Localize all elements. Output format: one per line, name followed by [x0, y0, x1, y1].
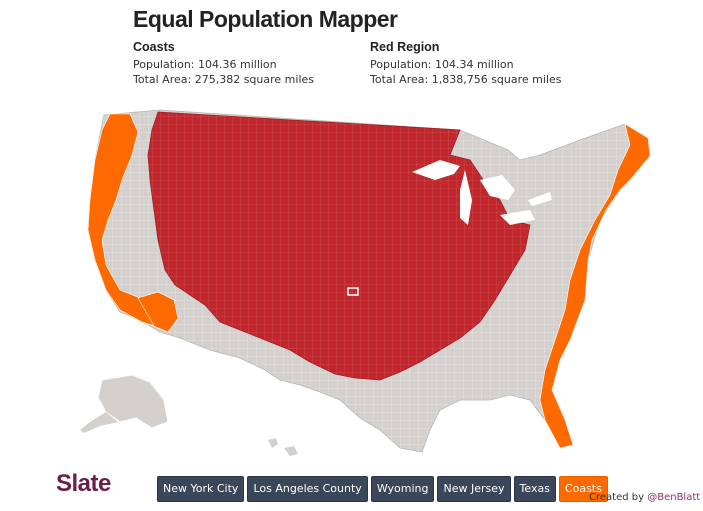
stats-red-region: Red Region Population: 104.34 million To…: [370, 40, 562, 87]
la-county-region[interactable]: [137, 291, 179, 333]
stats-coasts-heading: Coasts: [133, 40, 175, 54]
alaska-shape: [97, 374, 169, 429]
hawaii-shape: [268, 438, 298, 456]
selected-county-marker[interactable]: [347, 287, 359, 296]
button-texas[interactable]: Texas: [513, 476, 556, 502]
credit-line: Created by @BenBlatt: [589, 492, 700, 503]
population-label: Population:: [370, 58, 432, 71]
stats-coasts-area: Total Area: 275,382 square miles: [133, 72, 314, 87]
button-los-angeles-county[interactable]: Los Angeles County: [247, 476, 368, 502]
preset-buttons: New York City Los Angeles County Wyoming…: [157, 476, 608, 502]
credit-prefix: Created by: [589, 492, 645, 503]
area-value: 275,382 square miles: [194, 73, 314, 86]
great-lakes-shape: [412, 160, 552, 225]
area-label: Total Area:: [133, 73, 192, 86]
population-label: Population:: [133, 58, 195, 71]
stats-red-region-area: Total Area: 1,838,756 square miles: [370, 72, 562, 87]
population-value: 104.34 million: [435, 58, 514, 71]
slate-logo[interactable]: Slate: [56, 470, 111, 497]
stats-red-region-population: Population: 104.34 million: [370, 57, 562, 72]
stats-red-region-heading: Red Region: [370, 40, 440, 54]
button-new-jersey[interactable]: New Jersey: [437, 476, 511, 502]
page-title: Equal Population Mapper: [133, 6, 398, 32]
button-coasts[interactable]: Coasts: [558, 476, 608, 502]
button-wyoming[interactable]: Wyoming: [370, 476, 435, 502]
us-county-map[interactable]: [40, 100, 670, 460]
area-value: 1,838,756 square miles: [431, 73, 562, 86]
stats-coasts-population: Population: 104.36 million: [133, 57, 314, 72]
stats-coasts: Coasts Population: 104.36 million Total …: [133, 40, 314, 87]
area-label: Total Area:: [370, 73, 429, 86]
button-new-york-city[interactable]: New York City: [157, 476, 245, 502]
population-value: 104.36 million: [198, 58, 277, 71]
alaska-peninsula: [80, 412, 118, 433]
east-coast-region[interactable]: [539, 123, 651, 449]
credit-handle-link[interactable]: @BenBlatt: [647, 492, 701, 503]
